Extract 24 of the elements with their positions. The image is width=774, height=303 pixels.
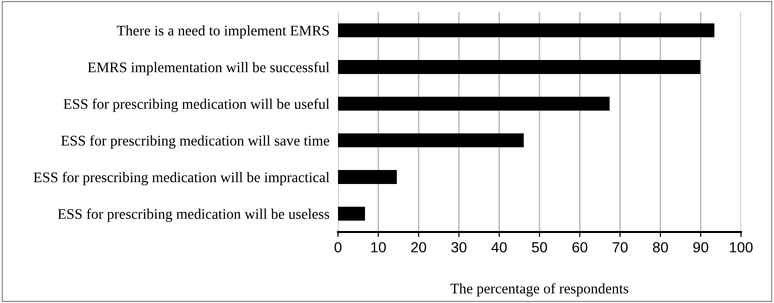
x-tick-label: 0 (334, 242, 342, 252)
bar (338, 133, 524, 148)
x-tick-label: 60 (572, 242, 588, 252)
y-tick-label: There is a need to implement EMRS (116, 25, 329, 38)
x-tick-label: 40 (491, 242, 507, 252)
y-tick-label: ESS for prescribing medication will be useful (64, 98, 330, 112)
y-tick-label: ESS for prescribing medication will be impractical (34, 172, 330, 186)
x-tick-label: 80 (652, 242, 668, 252)
y-tick-label: ESS for prescribing medication will save time (61, 135, 330, 149)
x-tick-label: 50 (532, 242, 548, 252)
x-tick-label: 30 (451, 242, 466, 252)
bar (338, 60, 700, 74)
x-tick-label: 20 (411, 242, 426, 252)
y-tick-label: ESS for prescribing medication will be useless (58, 208, 330, 222)
x-tick-label: 100 (730, 242, 753, 252)
bar (338, 170, 397, 184)
bar (338, 96, 610, 111)
bar (338, 23, 714, 38)
x-tick-label: 10 (371, 242, 386, 252)
x-axis-title: The percentage of respondents (450, 283, 628, 297)
y-tick-label: EMRS implementation will be successful (88, 62, 330, 76)
bar (338, 206, 365, 221)
x-tick-label: 70 (612, 242, 628, 252)
x-tick-label: 90 (693, 242, 708, 252)
